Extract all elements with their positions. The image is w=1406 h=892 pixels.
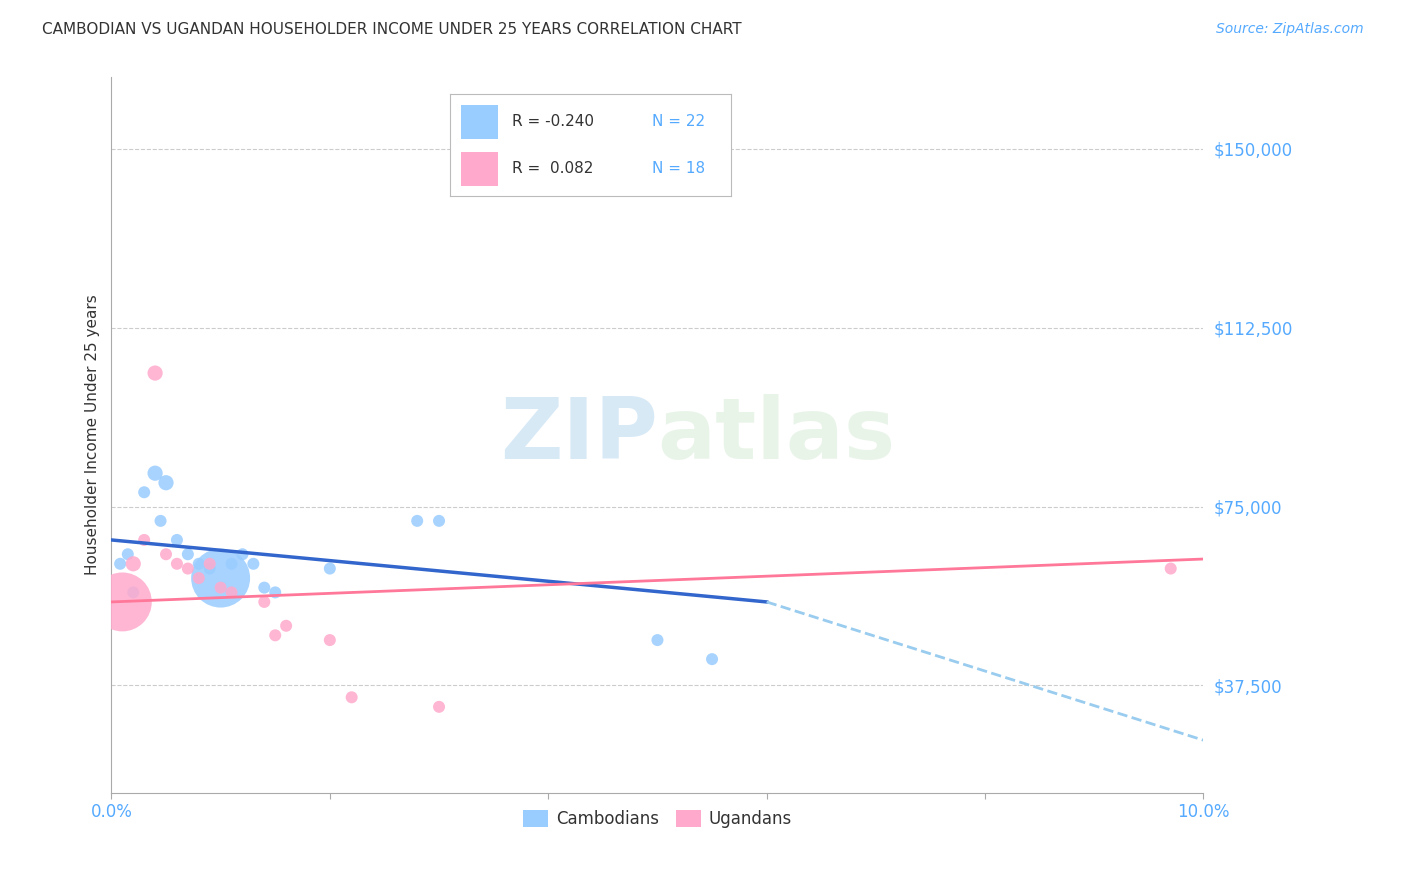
Point xyxy=(177,561,200,575)
Point xyxy=(276,619,298,633)
Point xyxy=(155,547,177,561)
Point xyxy=(221,585,243,599)
Point xyxy=(108,557,131,571)
Legend: Cambodians, Ugandans: Cambodians, Ugandans xyxy=(516,803,799,834)
Point xyxy=(319,561,342,575)
Point xyxy=(177,547,200,561)
Point xyxy=(187,557,209,571)
Point xyxy=(427,514,450,528)
Point xyxy=(221,557,243,571)
Point xyxy=(198,561,221,575)
Point xyxy=(319,633,342,648)
Text: CAMBODIAN VS UGANDAN HOUSEHOLDER INCOME UNDER 25 YEARS CORRELATION CHART: CAMBODIAN VS UGANDAN HOUSEHOLDER INCOME … xyxy=(42,22,742,37)
Point xyxy=(253,595,276,609)
Y-axis label: Householder Income Under 25 years: Householder Income Under 25 years xyxy=(86,294,100,575)
Point xyxy=(149,514,172,528)
Point xyxy=(134,485,156,500)
FancyBboxPatch shape xyxy=(461,105,498,139)
Point xyxy=(340,690,363,705)
Point xyxy=(122,585,145,599)
Point xyxy=(427,699,450,714)
Point xyxy=(253,581,276,595)
Point xyxy=(117,547,139,561)
Point xyxy=(198,557,221,571)
Point xyxy=(406,514,429,528)
Point xyxy=(1160,561,1182,575)
Point xyxy=(155,475,177,490)
Point xyxy=(187,571,209,585)
Point xyxy=(264,585,287,599)
Point xyxy=(122,557,145,571)
Point xyxy=(231,547,253,561)
Point xyxy=(166,557,188,571)
Point xyxy=(209,581,232,595)
Point xyxy=(209,571,232,585)
Point xyxy=(264,628,287,642)
FancyBboxPatch shape xyxy=(461,153,498,186)
Point xyxy=(700,652,723,666)
Text: R =  0.082: R = 0.082 xyxy=(512,161,593,176)
Point xyxy=(143,466,166,480)
Point xyxy=(242,557,264,571)
Point xyxy=(143,366,166,380)
Text: N = 18: N = 18 xyxy=(652,161,706,176)
Point xyxy=(111,595,134,609)
Text: N = 22: N = 22 xyxy=(652,114,706,128)
Text: Source: ZipAtlas.com: Source: ZipAtlas.com xyxy=(1216,22,1364,37)
Text: R = -0.240: R = -0.240 xyxy=(512,114,593,128)
Text: ZIP: ZIP xyxy=(499,393,658,476)
Text: atlas: atlas xyxy=(658,393,896,476)
Point xyxy=(647,633,669,648)
Point xyxy=(166,533,188,547)
Point xyxy=(134,533,156,547)
